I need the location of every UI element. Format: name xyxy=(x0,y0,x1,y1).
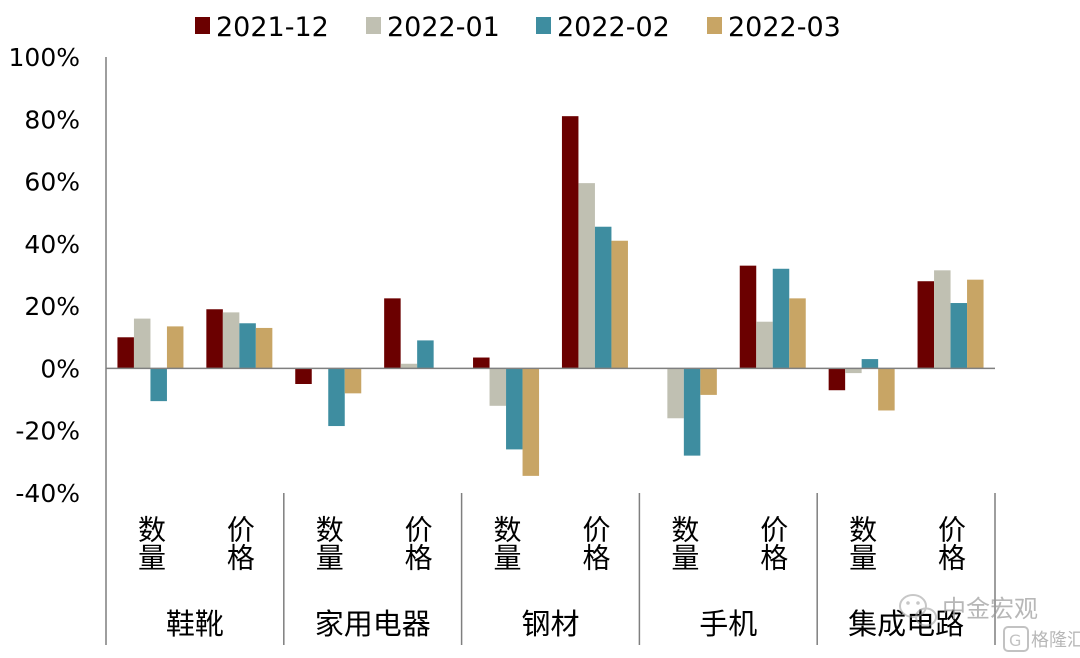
y-tick-label: 40% xyxy=(24,230,80,259)
bar xyxy=(561,116,579,369)
bar xyxy=(756,321,773,369)
x-group-label: 鞋靴 xyxy=(166,607,224,641)
x-subcategory-label: 价格 xyxy=(756,515,789,571)
wechat-icon xyxy=(899,594,937,627)
bar xyxy=(417,340,434,369)
bar xyxy=(934,270,951,369)
x-group-label: 钢材 xyxy=(521,607,579,641)
x-subcategory-label: 价格 xyxy=(223,515,256,571)
legend-item: 2022-01 xyxy=(366,12,500,43)
y-tick-label: 20% xyxy=(24,292,80,321)
x-group-label: 家用电器 xyxy=(315,607,431,641)
bar xyxy=(400,363,418,369)
bar xyxy=(861,359,879,369)
bar xyxy=(473,357,490,369)
legend-label: 2022-01 xyxy=(387,12,500,43)
bar xyxy=(522,368,540,476)
bar xyxy=(150,368,167,402)
x-group-label: 集成电路 xyxy=(848,607,964,641)
bar xyxy=(506,368,523,450)
bar xyxy=(295,368,312,384)
bar xyxy=(683,368,701,456)
bar xyxy=(222,312,240,369)
bar xyxy=(878,368,895,411)
bar xyxy=(667,368,684,419)
bar xyxy=(917,281,935,369)
legend-swatch xyxy=(707,17,722,34)
bar xyxy=(255,327,273,369)
x-subcategory-label: 价格 xyxy=(934,515,967,571)
y-axis: -40% -20% 0% 20% 40% 60% 80% 100% xyxy=(9,43,107,645)
bar xyxy=(611,240,628,369)
gelonghui-logo-icon: G xyxy=(1003,626,1029,652)
bar xyxy=(328,368,345,427)
legend-item: 2022-03 xyxy=(707,12,841,43)
bar xyxy=(772,268,790,369)
bar xyxy=(239,323,256,369)
y-tick-label: 60% xyxy=(24,168,80,197)
watermark-brand: 中金宏观 xyxy=(942,595,1038,623)
x-subcategory-label: 数量 xyxy=(312,515,345,571)
legend-swatch xyxy=(366,17,381,34)
x-subcategory-label: 价格 xyxy=(578,515,611,571)
y-tick-label: 80% xyxy=(24,105,80,134)
svg-text:G: G xyxy=(1009,631,1021,650)
legend-label: 2022-02 xyxy=(557,12,670,43)
bar xyxy=(967,279,984,369)
legend: 2021-12 2022-01 2022-02 2022-03 xyxy=(195,12,841,43)
bar xyxy=(344,368,362,394)
bar xyxy=(789,298,806,369)
legend-label: 2021-12 xyxy=(216,12,329,43)
bar xyxy=(845,368,862,374)
bar xyxy=(384,298,401,369)
y-tick-label: -40% xyxy=(15,479,80,508)
bar xyxy=(594,226,612,369)
x-subcategory-label: 价格 xyxy=(401,515,434,571)
bar xyxy=(489,368,507,406)
x-subcategory-label: 数量 xyxy=(490,515,523,571)
watermark-site: 格隆汇 xyxy=(1031,630,1080,651)
legend-label: 2022-03 xyxy=(728,12,841,43)
legend-item: 2021-12 xyxy=(195,12,329,43)
bar xyxy=(133,318,151,369)
bar xyxy=(578,183,595,369)
x-subcategory-label: 数量 xyxy=(667,515,700,571)
bar xyxy=(117,337,134,369)
x-subcategory-label: 数量 xyxy=(134,515,167,571)
x-group-label: 手机 xyxy=(699,607,757,641)
bar xyxy=(700,368,717,395)
watermark: 中金宏观 G 格隆汇 xyxy=(899,594,1080,652)
bar xyxy=(166,326,184,369)
legend-swatch xyxy=(536,17,551,34)
legend-item: 2022-02 xyxy=(536,12,670,43)
x-subcategory-label: 数量 xyxy=(845,515,878,571)
y-tick-label: 100% xyxy=(9,43,80,72)
bar xyxy=(206,309,223,369)
bars xyxy=(117,116,984,476)
legend-swatch xyxy=(195,17,210,34)
bar xyxy=(739,265,757,369)
y-tick-label: -20% xyxy=(15,417,80,446)
y-tick-label: 0% xyxy=(40,354,80,383)
bar xyxy=(828,368,846,391)
bar xyxy=(950,303,968,369)
